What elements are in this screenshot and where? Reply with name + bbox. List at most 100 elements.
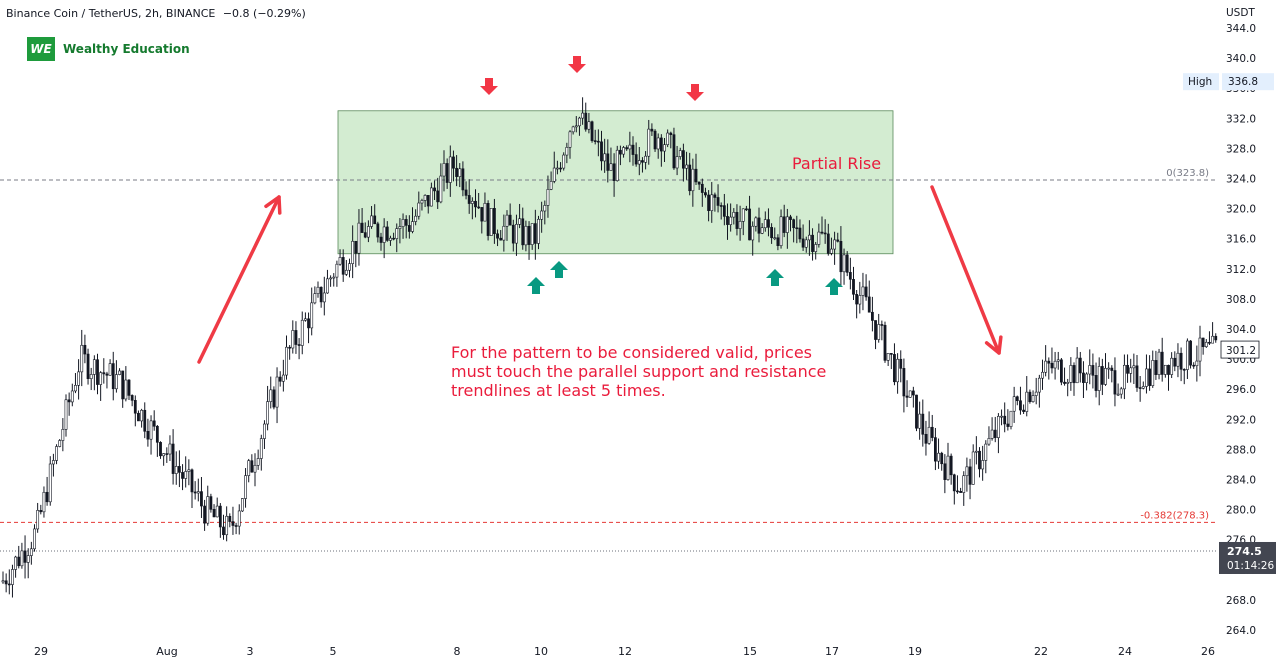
candle <box>370 206 373 229</box>
price-tick-label: 284.0 <box>1226 475 1256 487</box>
candle-body <box>348 263 351 271</box>
candle <box>609 147 613 171</box>
candle <box>511 219 515 252</box>
candle-body <box>11 569 14 585</box>
candle <box>918 401 922 440</box>
candle <box>1129 358 1133 383</box>
candle <box>1100 358 1104 396</box>
candle <box>39 504 43 515</box>
candle-body <box>307 318 310 329</box>
candle <box>628 131 632 163</box>
candle-body <box>990 429 994 439</box>
candle <box>1031 390 1035 403</box>
candle <box>297 338 301 360</box>
candle <box>653 129 657 152</box>
candle <box>162 453 166 466</box>
candle <box>1160 337 1164 382</box>
candle <box>1047 357 1051 380</box>
time-tick-label: 26 <box>1201 645 1215 658</box>
candle <box>622 145 625 158</box>
candle <box>373 204 377 225</box>
candle-body <box>741 208 745 222</box>
candle <box>1091 353 1095 389</box>
candle-body <box>1119 388 1123 395</box>
candle <box>1069 357 1073 391</box>
candle-body <box>366 226 370 238</box>
price-tick-label: 324.0 <box>1226 174 1256 186</box>
candle <box>1044 345 1048 377</box>
candle <box>187 459 191 486</box>
candle <box>735 204 739 236</box>
price-change: −0.8 (−0.29%) <box>222 7 306 20</box>
candle-body <box>310 302 314 329</box>
candle <box>1082 361 1085 399</box>
candle <box>89 367 93 391</box>
candle <box>719 202 723 220</box>
candle <box>1192 362 1196 369</box>
candle-body <box>915 394 918 429</box>
candle <box>250 454 254 473</box>
candle-body <box>297 344 301 346</box>
candle <box>1028 389 1032 404</box>
candle <box>1012 386 1016 423</box>
time-axis[interactable]: 29 Aug 3 5 8 10 12 15 17 19 22 24 26 <box>34 645 1215 658</box>
candle <box>174 451 178 485</box>
candle-body <box>515 224 518 244</box>
candle <box>546 175 550 218</box>
candle <box>691 158 695 207</box>
candle-body <box>1100 366 1104 385</box>
candle-body <box>1066 382 1070 384</box>
resistance-touch-arrow <box>568 56 586 73</box>
candle-body <box>656 137 660 150</box>
candle <box>464 181 468 200</box>
candle <box>67 392 71 416</box>
candle <box>300 311 304 355</box>
candle-body <box>329 277 333 280</box>
candle-body <box>149 420 153 440</box>
time-tick-label: Aug <box>156 645 177 658</box>
candle-body <box>949 455 953 476</box>
candle-body <box>1000 415 1003 418</box>
candle <box>877 313 881 343</box>
candle-body <box>124 379 128 400</box>
candle-body <box>1189 340 1192 366</box>
candle <box>848 257 852 290</box>
candle-body <box>67 399 71 403</box>
candle-body <box>710 194 714 211</box>
candle <box>537 215 540 250</box>
candle-body <box>631 144 635 155</box>
candle-body <box>1047 360 1051 364</box>
candle <box>382 218 386 259</box>
candle <box>155 425 159 457</box>
candle-body <box>294 330 298 345</box>
candle <box>1123 354 1126 400</box>
candle <box>1148 355 1152 391</box>
candle <box>1198 325 1202 377</box>
fib-levels: 0(323.8) -0.382(278.3) <box>0 168 1218 552</box>
uptrend-arrow-head <box>264 195 282 215</box>
candle <box>269 376 273 409</box>
candle-body <box>411 221 414 232</box>
candle-body <box>691 168 695 192</box>
candle <box>1000 409 1003 426</box>
candle-body <box>70 390 74 403</box>
candles <box>1 97 1218 598</box>
candle-body <box>1195 360 1199 367</box>
candle-body <box>99 372 103 385</box>
candle <box>978 447 981 478</box>
candle <box>861 272 865 311</box>
price-tick-label: 320.0 <box>1226 204 1256 216</box>
candle-body <box>1088 365 1092 375</box>
candle <box>697 181 701 190</box>
candle <box>92 355 96 391</box>
candle <box>1211 322 1215 344</box>
candle-body <box>833 239 837 250</box>
candle <box>593 129 597 145</box>
candle <box>1009 410 1013 430</box>
candle <box>1179 347 1183 382</box>
candle-body <box>17 556 21 567</box>
candle <box>949 453 953 485</box>
downtrend-arrow-head <box>984 335 1003 355</box>
price-axis[interactable]: USDT264.0268.0272.0276.0280.0284.0288.02… <box>1183 7 1276 637</box>
